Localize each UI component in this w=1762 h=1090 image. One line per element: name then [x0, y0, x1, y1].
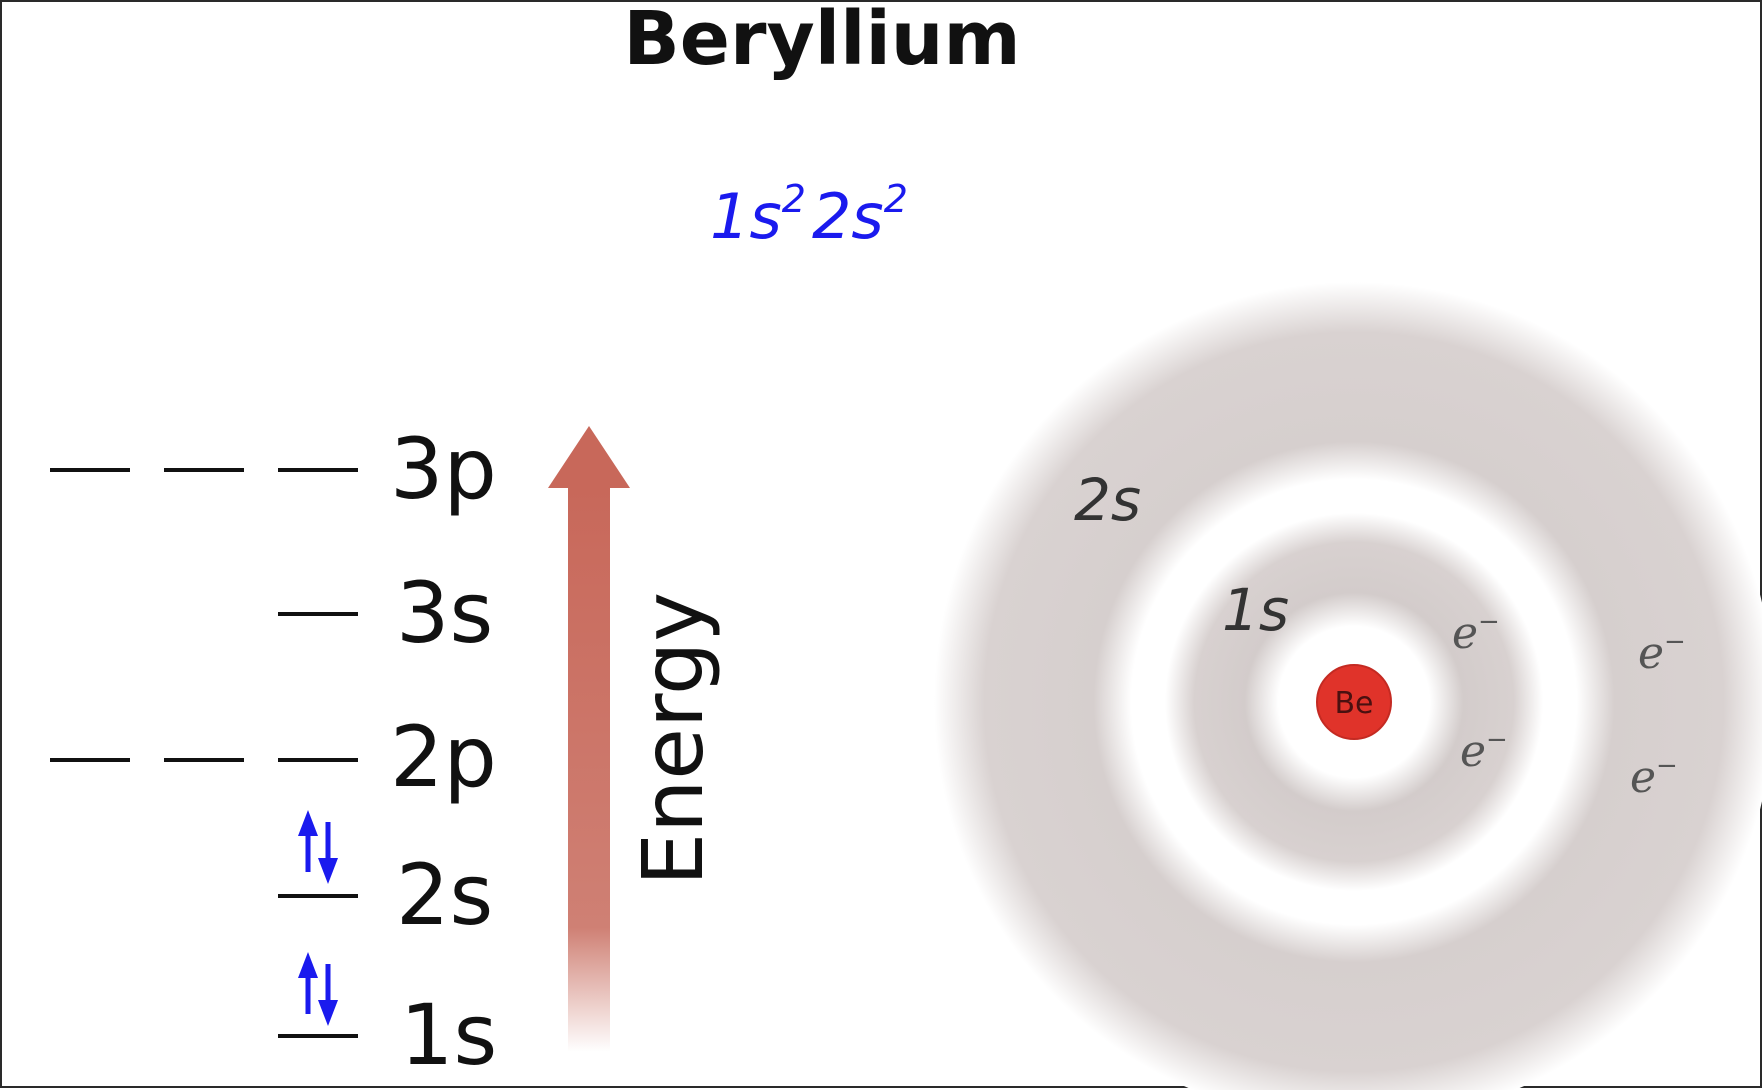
electron-1s-a: e− — [1452, 607, 1500, 659]
spin-pair-1s — [298, 952, 338, 1026]
orbital-label-1s: 1s — [1222, 576, 1289, 644]
config-orbital-1s: 1s — [710, 180, 782, 253]
electron-1s-b: e− — [1460, 725, 1508, 777]
spin-down-head-1s — [318, 1000, 338, 1026]
spin-down-head-2s — [318, 858, 338, 884]
level-label-3s: 3s — [396, 564, 493, 662]
energy-label: Energy — [624, 592, 722, 886]
nucleus-label: Be — [1334, 686, 1373, 721]
config-count-2s: 2 — [884, 177, 908, 221]
level-3s: 3s — [278, 564, 493, 662]
level-2s: 2s — [278, 810, 493, 944]
atom-model: Be 2s 1s e− e− e− e− — [934, 282, 1762, 1090]
energy-arrow-shaft — [568, 486, 610, 1052]
electron-2s-a: e− — [1638, 627, 1686, 679]
orbital-label-2s: 2s — [1074, 466, 1141, 534]
energy-arrow-head — [548, 426, 630, 488]
config-count-1s: 2 — [782, 177, 806, 221]
level-label-3p: 3p — [390, 420, 497, 518]
spin-pair-2s — [298, 810, 338, 884]
config-orbital-2s: 2s — [812, 180, 884, 253]
nucleus — [1316, 664, 1392, 740]
level-1s: 1s — [278, 952, 497, 1084]
spin-up-head-1s — [298, 952, 318, 978]
level-label-2s: 2s — [396, 846, 493, 944]
electron-2s-b: e− — [1630, 751, 1678, 803]
level-3p: 3p — [50, 420, 497, 518]
energy-arrow — [548, 426, 630, 1052]
level-label-1s: 1s — [400, 986, 497, 1084]
level-label-2p: 2p — [390, 708, 497, 806]
spin-up-head-2s — [298, 810, 318, 836]
electron-configuration: 1s22s2 — [710, 177, 908, 253]
level-2p: 2p — [50, 708, 497, 806]
title: Beryllium — [623, 2, 1020, 82]
